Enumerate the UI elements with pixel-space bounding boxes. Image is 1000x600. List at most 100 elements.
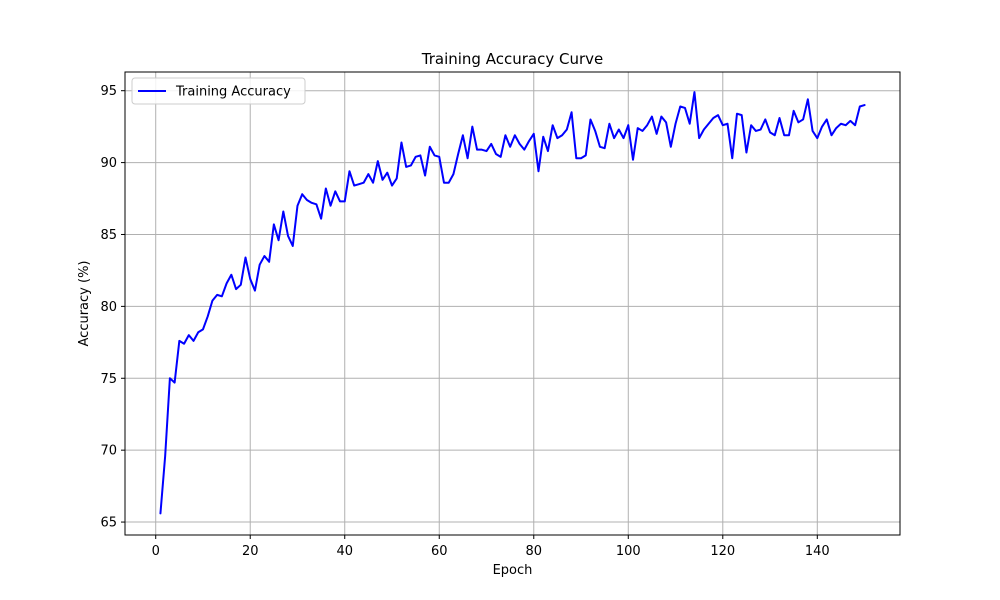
data-point xyxy=(306,199,308,201)
data-point xyxy=(798,122,800,124)
data-point xyxy=(741,114,743,116)
data-point xyxy=(845,124,847,126)
data-point xyxy=(609,123,611,125)
data-point xyxy=(750,124,752,126)
data-point xyxy=(642,130,644,132)
data-point xyxy=(765,119,767,121)
data-point xyxy=(278,239,280,241)
data-point xyxy=(599,146,601,148)
data-point xyxy=(169,377,171,379)
data-point xyxy=(349,170,351,172)
data-point xyxy=(438,156,440,158)
data-point xyxy=(334,191,336,193)
data-point xyxy=(160,513,162,515)
data-point xyxy=(320,218,322,220)
data-point xyxy=(821,126,823,128)
data-point xyxy=(802,119,804,121)
data-point xyxy=(254,290,256,292)
data-point xyxy=(509,146,511,148)
x-tick-label: 140 xyxy=(805,544,830,559)
data-point xyxy=(212,300,214,302)
data-point xyxy=(519,143,521,145)
data-point xyxy=(193,340,195,342)
data-point xyxy=(264,255,266,257)
data-point xyxy=(472,126,474,128)
data-point xyxy=(500,156,502,158)
data-point xyxy=(495,153,497,155)
data-point xyxy=(245,257,247,259)
data-point xyxy=(372,182,374,184)
data-point xyxy=(330,205,332,207)
x-axis: 0 20 40 60 80 100 120 140 xyxy=(152,535,830,559)
data-point xyxy=(698,137,700,139)
x-tick-label: 120 xyxy=(710,544,735,559)
data-point xyxy=(679,106,681,108)
grid xyxy=(125,72,900,535)
data-point xyxy=(231,274,233,276)
data-point xyxy=(826,119,828,121)
data-point xyxy=(396,178,398,180)
data-point xyxy=(401,142,403,144)
data-point xyxy=(854,124,856,126)
data-point xyxy=(623,137,625,139)
data-point xyxy=(727,123,729,125)
y-tick-label: 75 xyxy=(100,372,117,387)
data-point xyxy=(424,175,426,177)
y-tick-label: 85 xyxy=(100,228,117,243)
data-point xyxy=(717,114,719,116)
data-point xyxy=(301,193,303,195)
data-point xyxy=(812,130,814,132)
data-point xyxy=(665,122,667,124)
y-tick-label: 90 xyxy=(100,156,117,171)
data-point xyxy=(358,183,360,185)
y-tick-label: 95 xyxy=(100,84,117,99)
data-point xyxy=(505,134,507,136)
data-point xyxy=(788,134,790,136)
data-point xyxy=(661,116,663,118)
legend-box xyxy=(131,77,306,105)
data-point xyxy=(835,127,837,129)
data-point xyxy=(386,172,388,174)
x-tick-label: 0 xyxy=(152,544,160,559)
x-tick-label: 100 xyxy=(616,544,641,559)
data-point xyxy=(528,140,530,142)
y-tick-label: 80 xyxy=(100,300,117,315)
data-point xyxy=(684,107,686,109)
data-point xyxy=(561,134,563,136)
legend: Training Accuracy xyxy=(131,77,306,105)
data-point xyxy=(533,133,535,135)
data-point xyxy=(585,155,587,157)
data-point xyxy=(774,134,776,136)
data-point xyxy=(410,165,412,167)
data-point xyxy=(580,157,582,159)
data-point xyxy=(221,296,223,298)
x-tick-label: 20 xyxy=(242,544,259,559)
data-point xyxy=(675,123,677,125)
y-tick-label: 65 xyxy=(100,516,117,531)
x-tick-label: 60 xyxy=(431,544,448,559)
data-point xyxy=(207,316,209,318)
x-tick-label: 80 xyxy=(525,544,542,559)
data-point xyxy=(514,134,516,136)
data-point xyxy=(287,235,289,237)
data-point xyxy=(840,123,842,125)
data-point xyxy=(594,130,596,132)
data-point xyxy=(476,149,478,151)
series-layer xyxy=(159,91,866,515)
data-point xyxy=(297,205,299,207)
data-point xyxy=(259,264,261,266)
data-point xyxy=(703,129,705,131)
data-point xyxy=(850,120,852,122)
data-point xyxy=(216,294,218,296)
data-point xyxy=(339,201,341,203)
data-point xyxy=(566,129,568,131)
data-point xyxy=(783,134,785,136)
data-point xyxy=(689,123,691,125)
data-point xyxy=(864,104,866,106)
data-point xyxy=(368,173,370,175)
plot-frame xyxy=(124,71,901,536)
data-point xyxy=(708,123,710,125)
data-point xyxy=(240,284,242,286)
